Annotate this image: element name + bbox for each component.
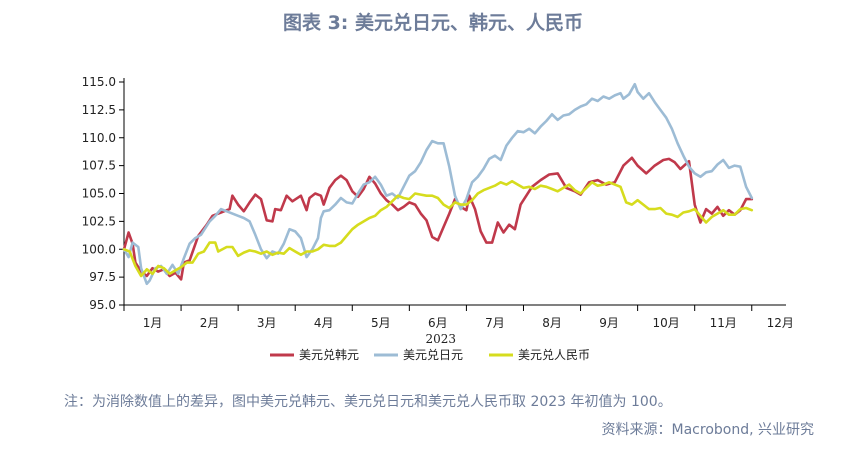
y-tick-label: 100.0 bbox=[82, 242, 116, 256]
legend-label: 美元兑日元 bbox=[403, 348, 463, 362]
y-tick-label: 105.0 bbox=[82, 187, 116, 201]
x-tick-label: 12月 bbox=[767, 316, 794, 330]
y-tick-label: 115.0 bbox=[82, 75, 116, 89]
legend: 美元兑韩元 美元兑日元 美元兑人民币 bbox=[270, 347, 590, 362]
x-tick-label: 6月 bbox=[428, 316, 448, 330]
legend-item-0: 美元兑韩元 bbox=[270, 347, 359, 362]
series-line-2 bbox=[122, 179, 754, 278]
axes: 95.0 97.5 100.0 102.5 105.0 107.5 110.0 112.5 11… bbox=[82, 75, 794, 346]
x-tick-label: 5月 bbox=[371, 316, 391, 330]
y-tick-label: 107.5 bbox=[82, 159, 116, 173]
series-line-1 bbox=[122, 82, 754, 286]
y-tick-label: 97.5 bbox=[89, 270, 116, 284]
series-line-0 bbox=[122, 156, 754, 281]
x-tick-label: 1月 bbox=[143, 316, 163, 330]
legend-label: 美元兑韩元 bbox=[299, 347, 359, 362]
x-tick-label: 10月 bbox=[653, 316, 680, 330]
chart-title: 图表 3: 美元兑日元、韩元、人民币 bbox=[282, 12, 584, 34]
x-tick-label: 11月 bbox=[710, 316, 737, 330]
x-tick-label: 2月 bbox=[200, 316, 220, 330]
x-tick-label: 3月 bbox=[257, 316, 277, 330]
y-tick-label: 102.5 bbox=[82, 214, 116, 228]
y-tick-label: 110.0 bbox=[82, 131, 116, 145]
legend-item-1: 美元兑日元 bbox=[374, 348, 463, 362]
chart-note: 注：为消除数值上的差异，图中美元兑韩元、美元兑日元和美元兑人民币取 2023 年… bbox=[64, 394, 672, 410]
y-tick-label: 112.5 bbox=[82, 103, 116, 117]
x-axis-label: 2023 bbox=[425, 332, 456, 346]
chart-source: 资料来源：Macrobond, 兴业研究 bbox=[601, 422, 814, 438]
x-tick-label: 7月 bbox=[485, 316, 505, 330]
x-tick-label: 4月 bbox=[314, 316, 334, 330]
x-tick-label: 9月 bbox=[599, 316, 619, 330]
legend-item-2: 美元兑人民币 bbox=[489, 348, 590, 362]
x-tick-label: 8月 bbox=[542, 316, 562, 330]
legend-label: 美元兑人民币 bbox=[518, 348, 590, 362]
y-tick-label: 95.0 bbox=[89, 298, 116, 312]
series-lines bbox=[122, 82, 754, 286]
